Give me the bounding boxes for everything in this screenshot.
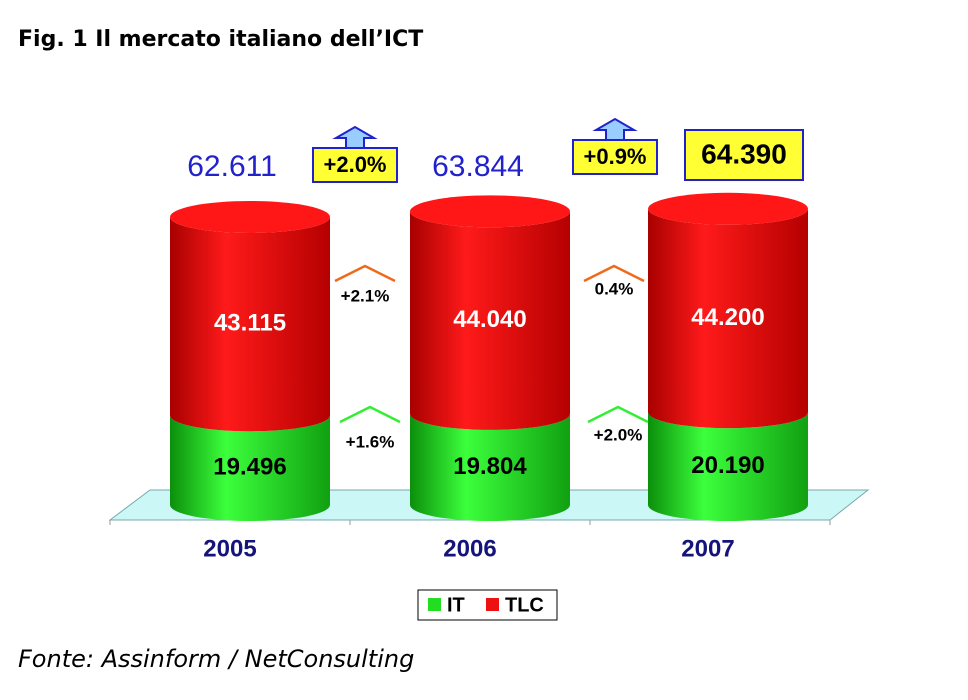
bar-segment	[170, 415, 330, 521]
bar-segment	[410, 413, 570, 521]
growth-chevron	[334, 264, 396, 283]
chart-title: Fig. 1 Il mercato italiano dell’ICT	[18, 27, 423, 52]
value-label: 43.115	[214, 309, 286, 336]
legend-label: TLC	[505, 594, 544, 616]
source: Fonte: Assinform / NetConsulting	[18, 645, 414, 673]
growth-box	[572, 139, 658, 175]
legend-swatch	[486, 598, 499, 611]
x-axis-ticks	[109, 520, 831, 525]
x-tick-label: 2005	[203, 535, 256, 562]
growth-chevron	[339, 405, 401, 424]
value-label: 44.040	[453, 306, 526, 333]
value-label: 44.200	[691, 304, 764, 331]
total-label: 62.611	[187, 150, 277, 183]
x-tick-label: 2006	[443, 535, 496, 562]
bar-segment	[648, 208, 808, 429]
total-label: 63.844	[432, 150, 524, 183]
growth-chevron	[583, 264, 645, 283]
total-label: 64.390	[701, 138, 787, 169]
bar-segment	[648, 412, 808, 521]
cylinder-top	[648, 192, 808, 225]
growth-label: +2.1%	[341, 286, 390, 305]
value-label: 20.190	[691, 452, 764, 479]
growth-box	[312, 147, 398, 183]
bar-segment	[410, 211, 570, 430]
bar-segment	[170, 216, 330, 432]
growth-label: +2.0%	[324, 152, 387, 177]
cylinder-top	[170, 200, 330, 233]
growth-label: +0.9%	[584, 144, 647, 169]
cylinder-top	[410, 195, 570, 228]
growth-arrow	[332, 125, 378, 149]
growth-label: +2.0%	[594, 425, 643, 444]
growth-arrow	[592, 117, 638, 141]
legend-swatch	[428, 598, 441, 611]
total-box	[684, 129, 804, 181]
growth-label: +1.6%	[346, 432, 395, 451]
value-label: 19.496	[213, 454, 286, 481]
x-tick-label: 2007	[681, 535, 734, 562]
legend-label: IT	[447, 594, 465, 616]
value-label: 19.804	[453, 453, 527, 480]
growth-chevron	[587, 405, 649, 424]
growth-label: 0.4%	[595, 279, 634, 298]
